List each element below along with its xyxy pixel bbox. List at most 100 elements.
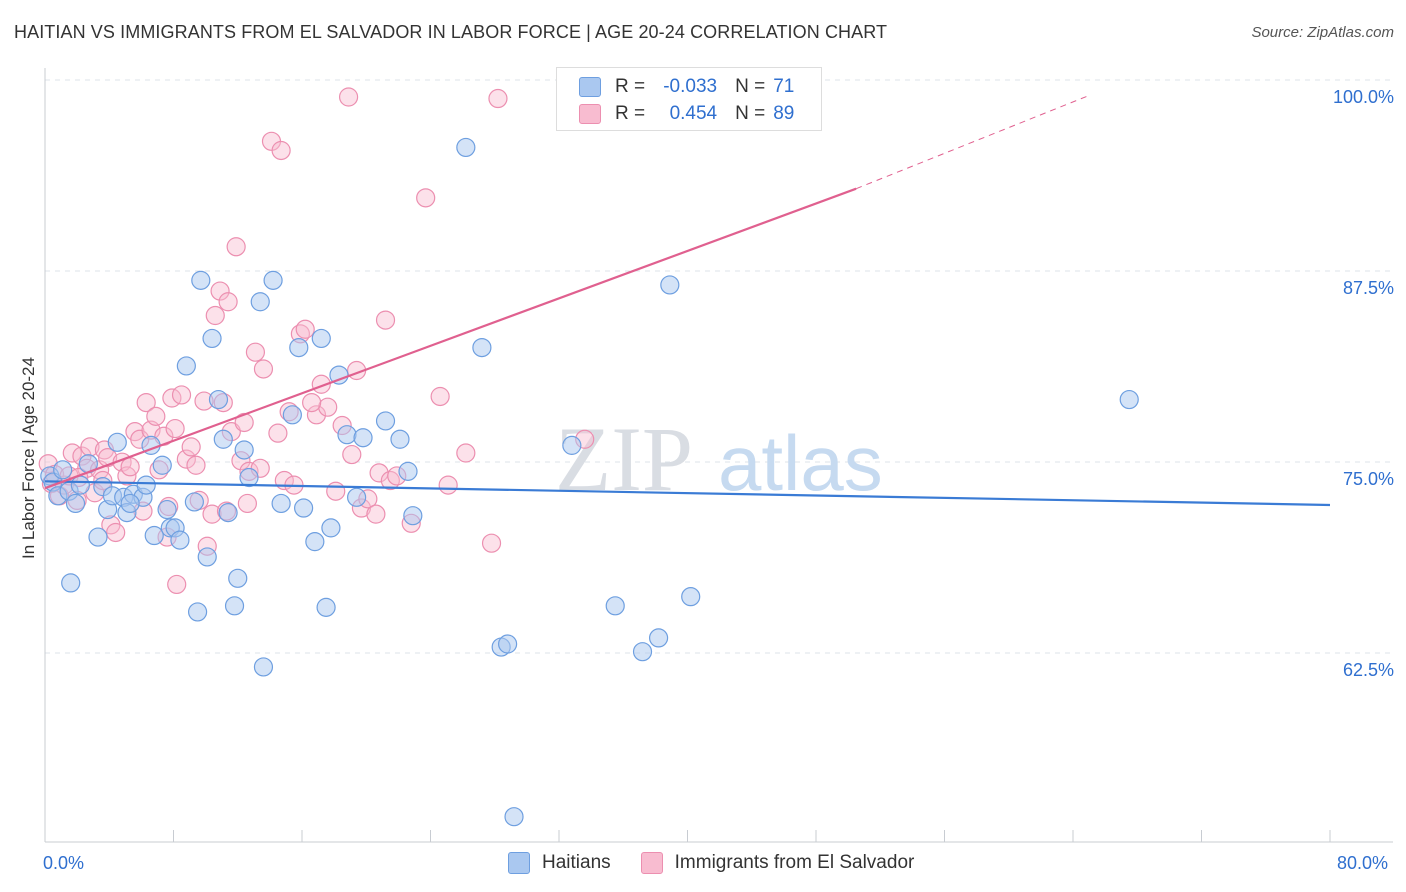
salvador-point-16 [106, 522, 126, 543]
haitian-point-45 [294, 498, 314, 518]
haitian-point-56 [398, 461, 418, 481]
haitian-point-47 [311, 328, 331, 349]
haitians-trend-line [44, 480, 1331, 507]
haitian-point-26 [176, 356, 196, 376]
haitian-point-32 [208, 389, 229, 410]
gridlines [45, 79, 1393, 654]
salvador-point-41 [210, 281, 230, 301]
haitian-point-31 [202, 328, 222, 349]
haitian-point-3 [53, 460, 73, 480]
salvador-point-87 [302, 393, 322, 413]
watermark-atlas: atlas [718, 419, 883, 507]
salvador-point-76 [438, 475, 458, 495]
legend-row-haitians: R = -0.033 N = 71 [579, 74, 794, 100]
salvador-point-62 [326, 481, 346, 501]
y-tick-label-3: 62.5% [1342, 660, 1394, 680]
haitian-point-70 [120, 493, 140, 514]
legend-haitians-label: Haitians [542, 852, 611, 873]
source-label: Source: ZipAtlas.com [1251, 24, 1394, 41]
haitian-point-64 [605, 596, 625, 616]
legend-salvador-label: Immigrants from El Salvador [674, 852, 915, 873]
stats-legend: R = -0.033 N = 71 R = 0.454 N = 89 [556, 67, 822, 131]
haitian-point-13 [107, 432, 127, 452]
salvador-point-19 [120, 457, 140, 477]
haitian-point-67 [660, 275, 680, 295]
y-axis-label: In Labor Force | Age 20-24 [19, 357, 38, 559]
legend-salvador-swatch [640, 852, 663, 874]
salvador-trend-line [44, 187, 857, 490]
chart-title: HAITIAN VS IMMIGRANTS FROM EL SALVADOR I… [14, 22, 888, 42]
salvador-point-78 [481, 533, 502, 553]
haitian-point-34 [218, 503, 238, 523]
haitian-point-5 [61, 573, 81, 593]
haitian-point-22 [157, 499, 177, 520]
haitian-point-29 [191, 270, 211, 290]
haitian-point-46 [305, 532, 325, 552]
legend-haitians-swatch [508, 852, 530, 874]
salvador-point-49 [245, 342, 266, 362]
haitian-point-69 [1119, 389, 1139, 410]
haitian-point-65 [632, 642, 653, 662]
haitian-point-62 [504, 807, 524, 827]
salvador-point-74 [416, 188, 436, 208]
salvador-point-40 [205, 305, 225, 326]
haitian-point-42 [271, 493, 291, 514]
salvador-point-31 [167, 574, 187, 595]
x-tick-max: 80.0% [1337, 853, 1389, 873]
haitian-point-61 [498, 634, 518, 654]
haitian-point-37 [234, 440, 254, 460]
salvador-point-86 [268, 423, 288, 443]
haitians-n-value: 71 [773, 76, 795, 97]
haitian-points [40, 137, 1139, 827]
haitian-point-7 [70, 475, 90, 495]
salvador-point-53 [271, 140, 291, 161]
salvador-point-33 [176, 449, 196, 469]
haitian-point-38 [239, 467, 259, 488]
haitian-point-66 [648, 628, 669, 648]
salvador-point-70 [375, 310, 396, 330]
x-tick-min: 0.0% [43, 853, 85, 873]
haitian-point-63 [562, 435, 582, 455]
haitian-point-43 [282, 405, 302, 425]
haitian-point-52 [347, 487, 367, 507]
salvador-point-51 [253, 359, 274, 379]
haitian-point-27 [184, 492, 204, 512]
haitian-point-6 [65, 493, 86, 514]
salvador-point-68 [366, 504, 386, 524]
salvador-r-label: R = [615, 103, 646, 124]
haitian-point-50 [329, 365, 349, 385]
salvador-point-32 [171, 385, 192, 405]
haitian-point-68 [681, 587, 701, 607]
haitian-point-25 [170, 530, 190, 550]
haitian-point-58 [456, 137, 476, 158]
salvador-point-25 [146, 406, 166, 426]
salvador-n-label: N = [735, 103, 766, 124]
salvador-point-88 [338, 87, 359, 107]
haitians-r-value: -0.033 [663, 76, 718, 97]
haitian-point-33 [213, 429, 233, 449]
salvador-point-35 [186, 455, 206, 475]
haitians-swatch [579, 77, 601, 97]
y-tick-label-2: 75.0% [1342, 469, 1394, 489]
salvador-point-61 [318, 397, 338, 417]
salvador-swatch [579, 104, 601, 124]
haitian-point-53 [353, 428, 373, 448]
haitians-r-label: R = [615, 76, 646, 97]
haitian-point-9 [88, 527, 108, 547]
haitian-point-20 [144, 525, 164, 546]
y-tick-label-1: 87.5% [1342, 278, 1394, 298]
haitian-point-59 [472, 337, 492, 358]
haitian-point-30 [197, 547, 217, 567]
salvador-point-58 [295, 319, 315, 339]
series-legend: Haitians Immigrants from El Salvador [508, 852, 914, 874]
haitian-point-35 [224, 596, 245, 616]
haitian-point-41 [263, 270, 283, 290]
haitian-point-21 [152, 455, 172, 475]
salvador-trend-extension [855, 95, 1090, 190]
salvador-point-23 [136, 393, 156, 413]
salvador-point-30 [165, 418, 185, 439]
salvador-r-value: 0.454 [669, 103, 718, 124]
haitian-point-57 [403, 506, 423, 526]
haitian-point-44 [289, 337, 309, 358]
